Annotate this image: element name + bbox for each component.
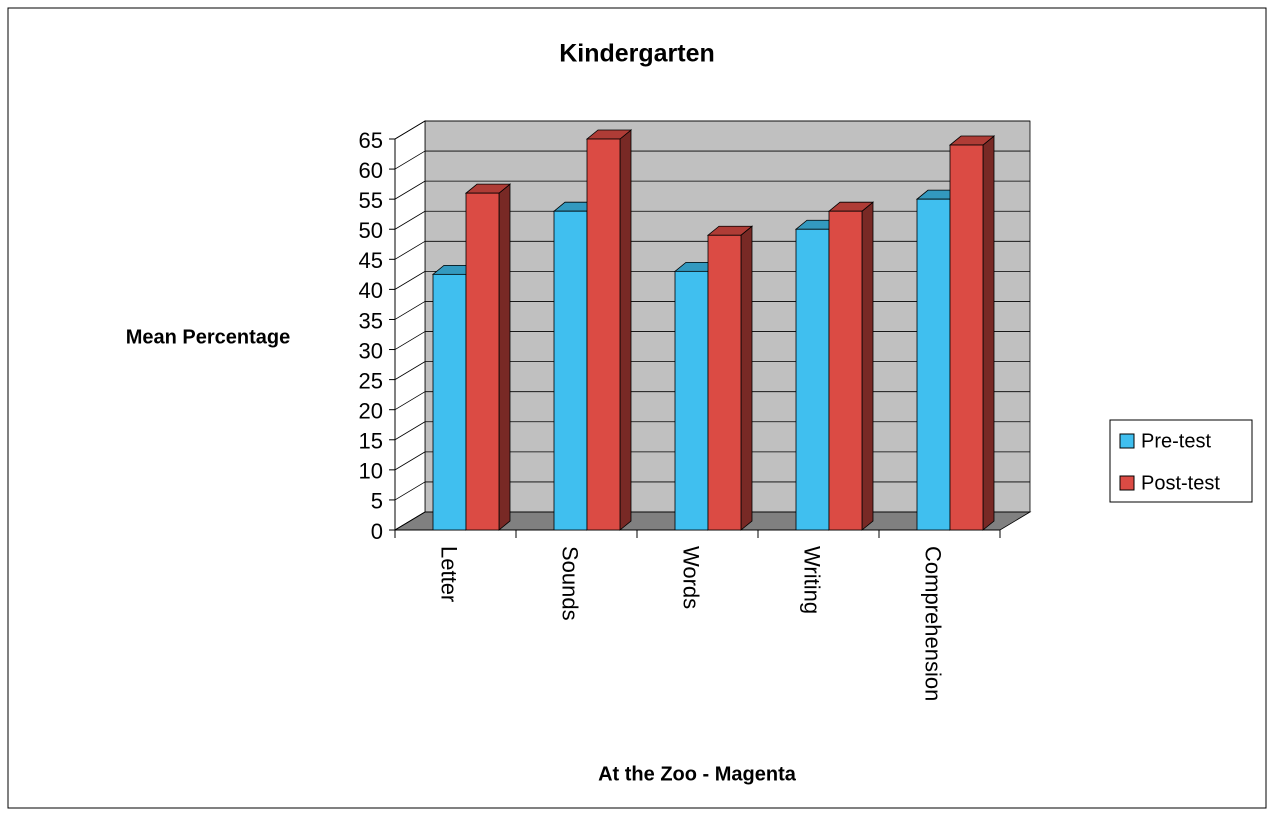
side-grid-line [394,421,426,441]
y-tick-label: 65 [359,128,383,153]
bar-front [674,270,709,531]
side-grid-line [394,511,426,531]
bar-side [982,135,995,531]
side-grid-line [394,150,426,170]
side-wall [394,120,426,531]
y-tick-label: 5 [371,489,383,514]
legend-swatch [1119,433,1135,449]
legend-swatch [1119,475,1135,491]
side-grid-line [394,361,426,380]
bar [827,201,875,531]
bar [948,135,996,531]
y-tick-label: 30 [359,338,383,363]
bar-front [828,210,863,531]
bar-front [586,138,621,531]
bar [464,183,512,531]
bar-side [740,225,753,531]
y-tick-label: 40 [359,278,383,303]
side-grid-line [394,481,426,501]
chart-title: Kindergarten [559,40,715,68]
side-grid-line [394,120,426,140]
y-tick-label: 25 [359,368,383,393]
bar-side [498,183,511,531]
y-tick-label: 55 [359,188,383,213]
x-tick-label: Sounds [558,546,583,621]
y-tick-label: 0 [371,519,383,544]
bar-side [861,201,874,531]
x-tick-label: Words [679,546,704,609]
side-grid-line [394,180,426,200]
bar-front [553,210,588,531]
y-axis-label: Mean Percentage [126,326,291,348]
x-tick-label: Letter [437,546,462,602]
y-tick-label: 20 [359,399,383,424]
bar-front [432,273,467,531]
side-grid-line [394,301,426,320]
y-tick-label: 50 [359,218,383,243]
side-grid-line [394,240,426,260]
side-grid-line [394,391,426,411]
bar [706,225,754,531]
x-tick-label: Comprehension [921,546,946,701]
x-axis-label: At the Zoo - Magenta [598,763,797,785]
side-grid-line [394,331,426,350]
side-grid-line [394,271,426,290]
bar-front [795,228,830,531]
y-tick-label: 10 [359,459,383,484]
y-tick-label: 35 [359,308,383,333]
y-tick-label: 45 [359,248,383,273]
bar-side [619,129,632,531]
legend-label: Post-test [1141,472,1220,494]
bar-front [465,192,500,531]
bar-front [707,234,742,531]
side-grid-line [394,210,426,230]
legend-label: Pre-test [1141,430,1211,452]
x-tick-label: Writing [800,546,825,614]
bar-front [916,198,951,531]
y-tick-label: 60 [359,158,383,183]
y-tick-label: 15 [359,429,383,454]
bar [585,129,633,531]
bar-front [949,144,984,531]
side-grid-line [394,451,426,471]
